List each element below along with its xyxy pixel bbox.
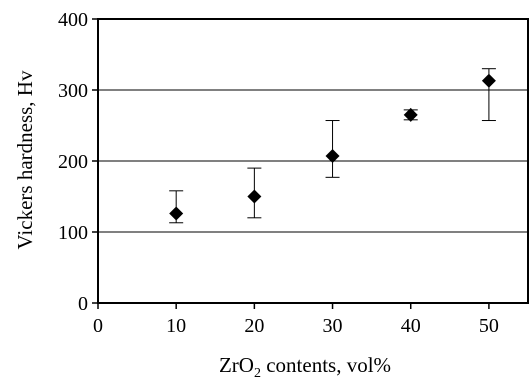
x-tick-labels: 0 10 20 30 40 50: [93, 315, 499, 337]
y-axis-title: Vickers hardness, Hv: [13, 70, 37, 249]
x-tick-label: 10: [166, 315, 186, 337]
data-point: [403, 107, 418, 122]
y-tick-label: 0: [78, 293, 88, 315]
data-point: [247, 189, 262, 204]
data-point: [325, 149, 340, 164]
y-tick-label: 400: [58, 9, 88, 31]
x-ticks: [97, 303, 490, 309]
x-tick-label: 40: [401, 315, 421, 337]
x-tick-label: 30: [323, 315, 343, 337]
y-tick-label: 300: [58, 80, 88, 102]
x-tick-label: 20: [244, 315, 264, 337]
y-ticks: [92, 18, 98, 304]
y-tick-label: 100: [58, 222, 88, 244]
data-points: [169, 73, 496, 221]
y-tick-label: 200: [58, 151, 88, 173]
data-point: [481, 73, 496, 88]
y-tick-labels: 0 100 200 300 400: [58, 9, 88, 315]
x-tick-label: 50: [479, 315, 499, 337]
grid-lines: [98, 89, 528, 233]
error-bars: [169, 68, 496, 224]
x-axis-title: ZrO2 contents, vol%: [219, 353, 391, 378]
x-tick-label: 0: [93, 315, 103, 337]
data-point: [169, 206, 184, 221]
